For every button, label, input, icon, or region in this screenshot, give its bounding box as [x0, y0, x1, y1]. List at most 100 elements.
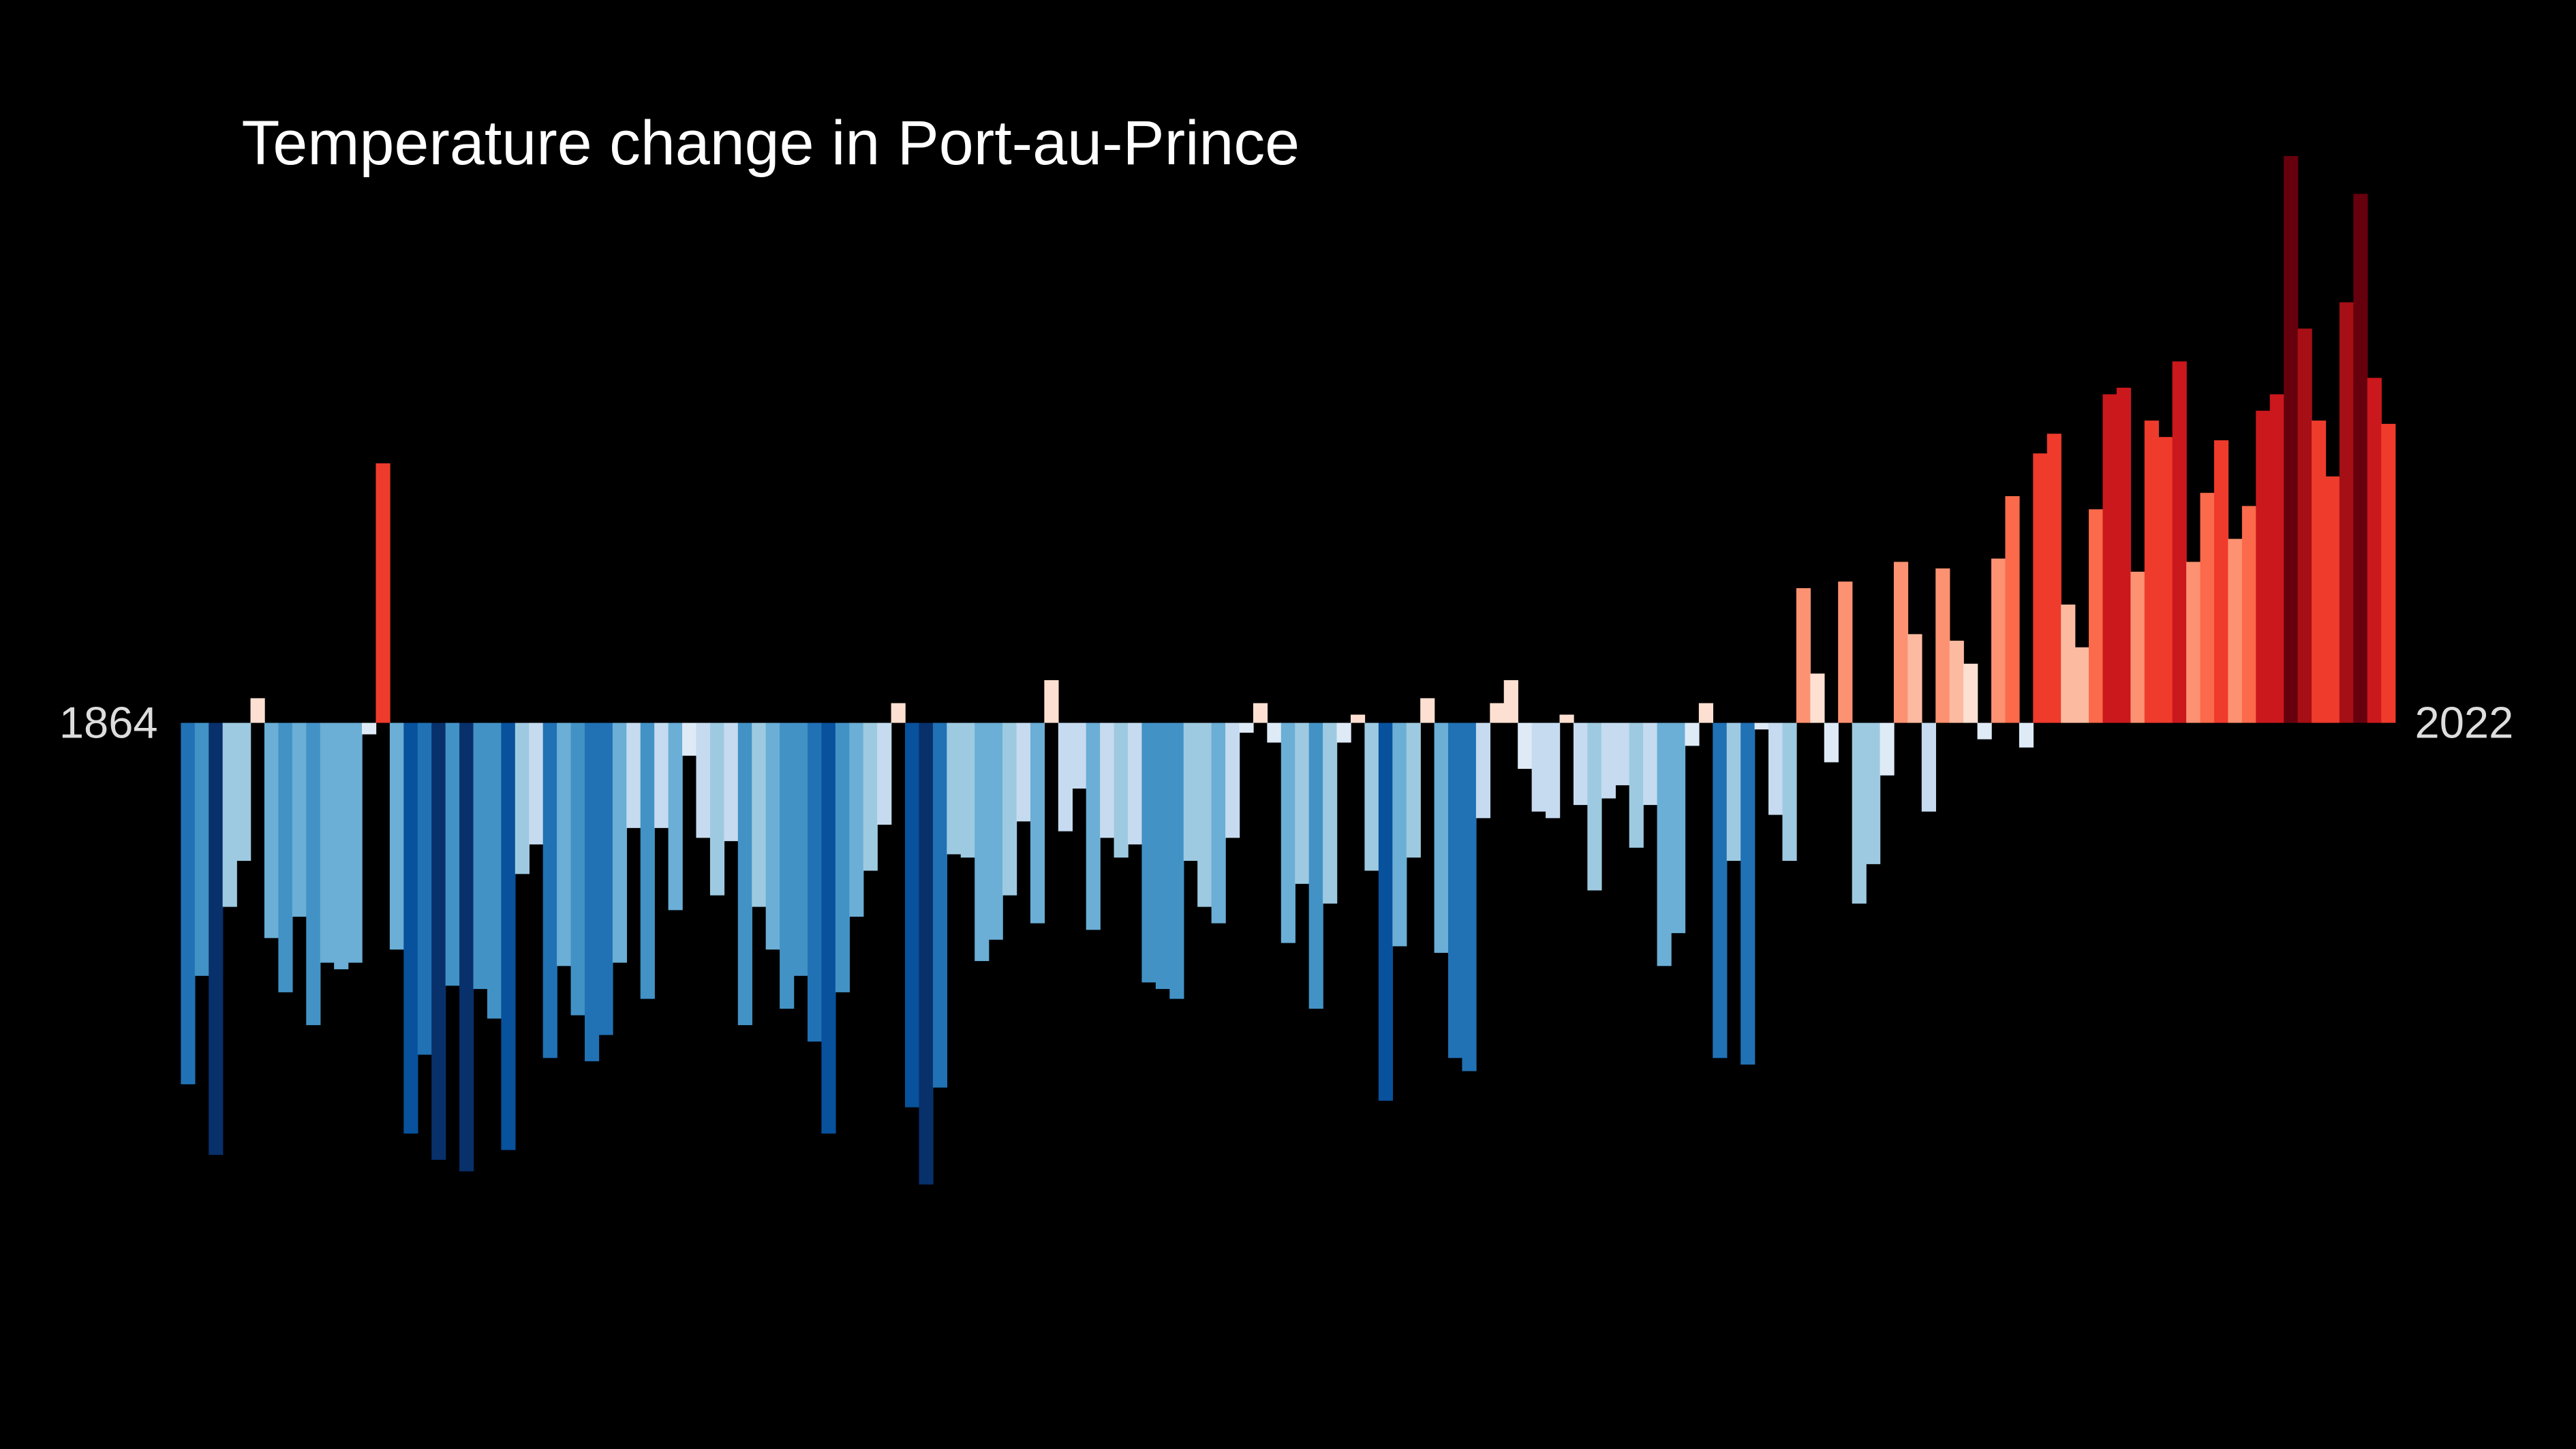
bar [2367, 378, 2382, 723]
bar [1350, 714, 1366, 723]
bar [1503, 680, 1518, 723]
bar [1880, 722, 1895, 776]
bar [320, 722, 335, 963]
bar [765, 722, 780, 950]
bar [1364, 722, 1379, 871]
bar [1963, 663, 1978, 723]
bar [1253, 703, 1268, 723]
bar [1434, 722, 1449, 954]
bar [932, 722, 948, 1088]
bar [654, 722, 669, 828]
bar [1281, 722, 1295, 943]
bar [2256, 410, 2271, 723]
bar [1935, 568, 1950, 723]
bar [348, 722, 363, 963]
bar [1072, 722, 1087, 789]
bar [236, 722, 251, 861]
bar [1866, 722, 1881, 864]
bar [1114, 722, 1129, 858]
bar [2074, 647, 2089, 723]
bar [1991, 558, 2006, 723]
bar [1949, 641, 1964, 723]
bar [2046, 433, 2061, 723]
bar [1127, 722, 1143, 844]
bar [2269, 394, 2284, 723]
bar [1197, 722, 1212, 907]
bar [1893, 562, 1909, 723]
bar [2172, 361, 2187, 723]
bar [389, 722, 405, 950]
bar [626, 722, 641, 828]
bar [1420, 698, 1435, 723]
bar [1685, 722, 1700, 746]
bar [1629, 722, 1644, 848]
bar [2228, 538, 2243, 723]
bar [682, 722, 697, 756]
bar [1726, 722, 1741, 861]
bar [1016, 722, 1031, 822]
bar [2061, 605, 2076, 723]
bar [2130, 571, 2145, 723]
bar [292, 722, 307, 917]
bar [709, 722, 725, 896]
bar [988, 722, 1003, 940]
bar [375, 463, 390, 723]
bar [1378, 722, 1393, 1101]
bar [431, 722, 446, 1160]
bar [905, 722, 920, 1108]
bar [473, 722, 488, 990]
bar [2158, 437, 2173, 723]
bar [2005, 495, 2020, 723]
bar [1002, 722, 1017, 896]
bar [1058, 722, 1073, 832]
bar [181, 722, 196, 1084]
bar [2325, 476, 2340, 723]
bar [2353, 194, 2368, 723]
bar [487, 722, 502, 1019]
bar [2312, 421, 2327, 723]
bar [849, 722, 864, 917]
bar [194, 722, 209, 976]
bar [1921, 722, 1936, 812]
bar [1518, 722, 1533, 769]
bar [1559, 714, 1574, 723]
bar [1768, 722, 1783, 815]
bar [1907, 634, 1922, 723]
bar [1308, 722, 1323, 1009]
bar [1239, 722, 1254, 733]
bar [1531, 722, 1546, 812]
bar [1086, 722, 1101, 930]
bar [2297, 329, 2312, 723]
bar [1657, 722, 1672, 966]
bar [640, 722, 655, 999]
bar [1141, 722, 1156, 983]
bar [1169, 722, 1184, 999]
bar [2102, 394, 2117, 723]
bar [417, 722, 432, 1055]
bar [1698, 703, 1714, 723]
bar [264, 722, 279, 939]
bar [1754, 722, 1769, 730]
bar [737, 722, 752, 1026]
bar [835, 722, 850, 992]
bar [807, 722, 823, 1042]
bar [1030, 722, 1045, 924]
bar [2033, 453, 2048, 723]
bar [891, 703, 906, 723]
bar [278, 722, 293, 992]
bar [668, 722, 683, 911]
bar [529, 722, 544, 844]
bar [975, 722, 990, 962]
year-label: 1864 [59, 698, 158, 748]
bar [1183, 722, 1198, 861]
bar [1587, 722, 1602, 891]
bar [1211, 722, 1226, 924]
bar [1643, 722, 1658, 806]
bar [1490, 703, 1505, 723]
bar [1741, 722, 1755, 1065]
bar [557, 722, 572, 966]
bar [1295, 722, 1310, 884]
bar [2381, 423, 2396, 723]
bar [1267, 722, 1282, 743]
